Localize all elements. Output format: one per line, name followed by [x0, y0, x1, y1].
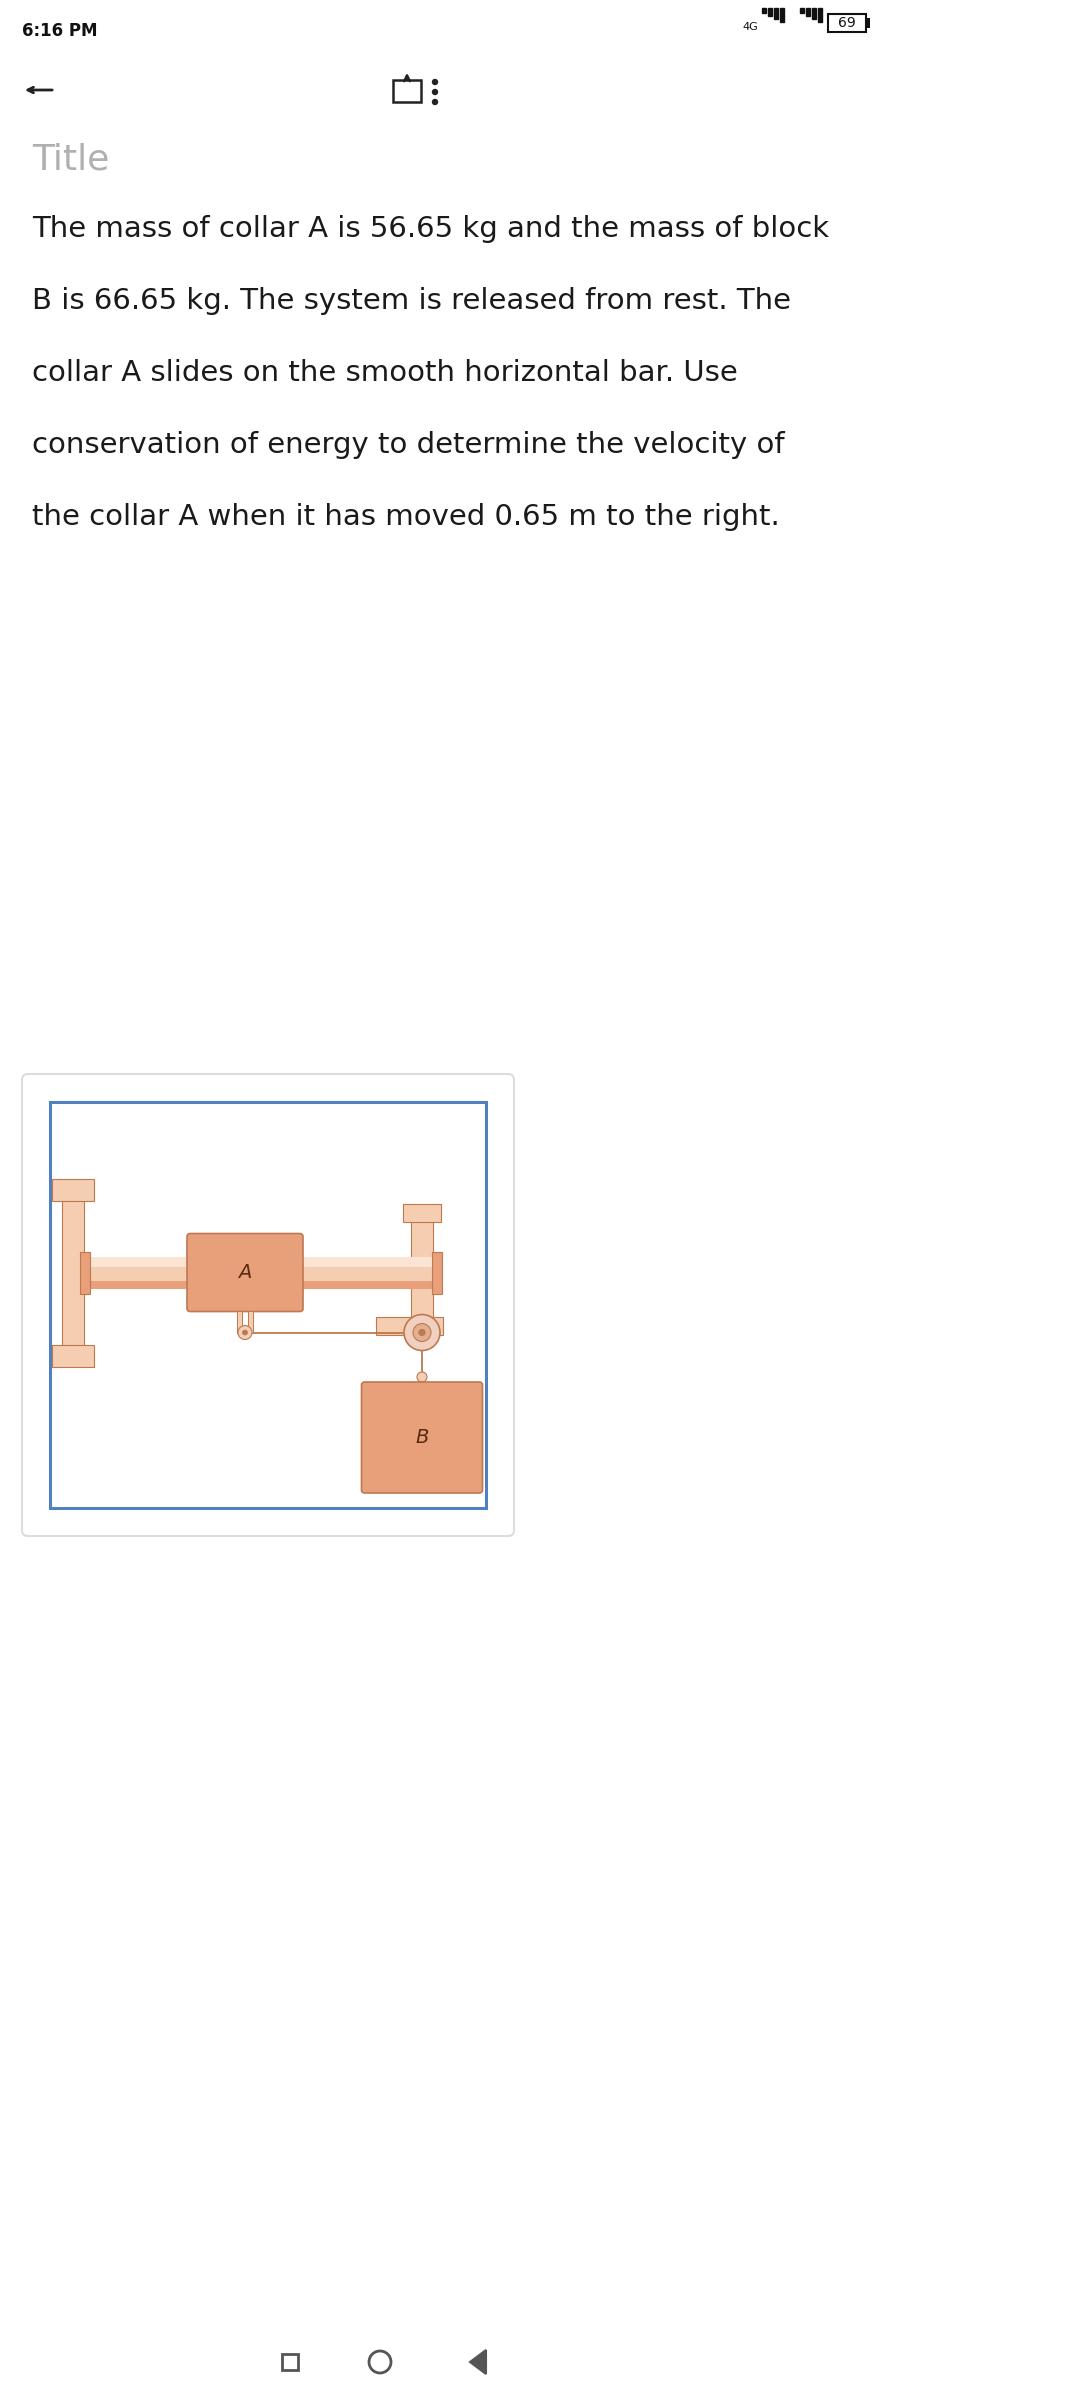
FancyBboxPatch shape	[22, 1075, 514, 1536]
Circle shape	[432, 79, 437, 84]
Bar	[411, 1207, 433, 1332]
Circle shape	[243, 1330, 247, 1334]
Bar	[774, 7, 778, 19]
Polygon shape	[470, 2350, 486, 2374]
FancyBboxPatch shape	[187, 1234, 303, 1310]
Bar	[780, 7, 784, 22]
Text: Title: Title	[32, 142, 109, 175]
Bar	[237, 1310, 242, 1332]
Text: 6:16 PM: 6:16 PM	[22, 22, 97, 41]
Bar	[282, 2354, 298, 2371]
Circle shape	[404, 1315, 440, 1351]
Bar	[866, 17, 870, 29]
Bar	[432, 1250, 442, 1294]
Circle shape	[238, 1325, 252, 1339]
Bar	[768, 7, 772, 17]
Bar	[828, 14, 866, 31]
Bar	[84, 1258, 438, 1289]
Circle shape	[432, 98, 437, 106]
Bar	[403, 1202, 441, 1222]
Circle shape	[432, 89, 437, 94]
Text: 4G: 4G	[742, 22, 758, 31]
FancyBboxPatch shape	[362, 1382, 483, 1493]
Bar	[393, 79, 421, 101]
Circle shape	[417, 1373, 427, 1382]
Bar	[80, 1250, 90, 1294]
Bar	[50, 1102, 486, 1507]
Text: collar A slides on the smooth horizontal bar. Use: collar A slides on the smooth horizontal…	[32, 360, 738, 386]
Text: The mass of collar A is 56.65 kg and the mass of block: The mass of collar A is 56.65 kg and the…	[32, 216, 829, 242]
Bar	[84, 1282, 438, 1289]
Bar	[248, 1310, 253, 1332]
Text: B: B	[416, 1428, 429, 1447]
Text: A: A	[239, 1262, 252, 1282]
Text: conservation of energy to determine the velocity of: conservation of energy to determine the …	[32, 432, 785, 458]
Bar	[818, 7, 822, 22]
Text: the collar A when it has moved 0.65 m to the right.: the collar A when it has moved 0.65 m to…	[32, 504, 780, 530]
Bar	[84, 1258, 438, 1267]
Bar	[62, 1183, 84, 1363]
Circle shape	[419, 1330, 426, 1337]
Bar	[806, 7, 810, 17]
Bar	[52, 1344, 94, 1366]
Bar	[376, 1318, 443, 1334]
Bar	[800, 7, 804, 12]
Circle shape	[413, 1322, 431, 1342]
Bar	[762, 7, 766, 12]
Text: 69: 69	[838, 17, 855, 29]
Bar	[812, 7, 816, 19]
Bar	[52, 1178, 94, 1200]
Text: B is 66.65 kg. The system is released from rest. The: B is 66.65 kg. The system is released fr…	[32, 288, 791, 314]
